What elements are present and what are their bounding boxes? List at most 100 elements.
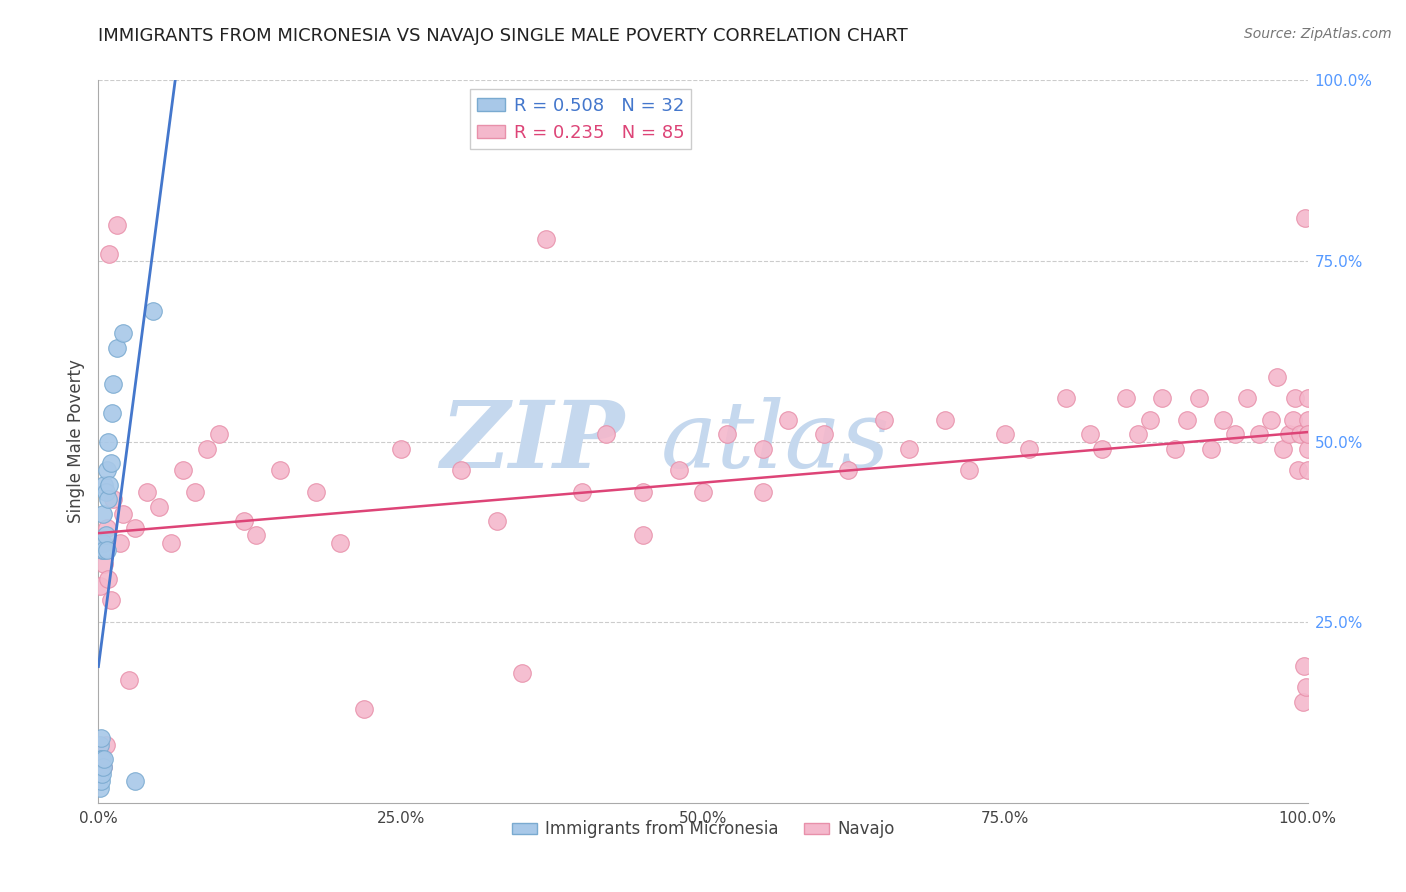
Point	[1296, 427, 1319, 442]
Point	[957, 463, 980, 477]
Point	[91, 767, 114, 781]
Point	[897, 442, 920, 456]
Point	[1282, 413, 1305, 427]
Point	[100, 456, 122, 470]
Point	[94, 485, 117, 500]
Point	[90, 774, 112, 789]
Point	[1260, 413, 1282, 427]
Point	[91, 535, 114, 549]
Point	[1091, 442, 1114, 456]
Legend: Immigrants from Micronesia, Navajo: Immigrants from Micronesia, Navajo	[505, 814, 901, 845]
Point	[97, 434, 120, 449]
Y-axis label: Single Male Poverty: Single Male Poverty	[66, 359, 84, 524]
Point	[1296, 391, 1319, 405]
Point	[89, 760, 111, 774]
Point	[96, 463, 118, 477]
Point	[1139, 413, 1161, 427]
Point	[135, 485, 157, 500]
Text: atlas: atlas	[661, 397, 890, 486]
Point	[269, 463, 291, 477]
Point	[90, 752, 112, 766]
Point	[1018, 442, 1040, 456]
Point	[1163, 442, 1185, 456]
Point	[1249, 427, 1271, 442]
Point	[93, 558, 115, 572]
Point	[631, 528, 654, 542]
Point	[1294, 211, 1316, 225]
Point	[91, 760, 114, 774]
Point	[98, 246, 121, 260]
Point	[1284, 391, 1306, 405]
Point	[96, 542, 118, 557]
Text: IMMIGRANTS FROM MICRONESIA VS NAVAJO SINGLE MALE POVERTY CORRELATION CHART: IMMIGRANTS FROM MICRONESIA VS NAVAJO SIN…	[98, 27, 908, 45]
Point	[1223, 427, 1246, 442]
Point	[184, 485, 207, 500]
Point	[837, 463, 859, 477]
Point	[160, 535, 183, 549]
Point	[1212, 413, 1234, 427]
Point	[1296, 427, 1319, 442]
Point	[91, 535, 114, 549]
Point	[89, 781, 111, 796]
Point	[96, 521, 118, 535]
Point	[1054, 391, 1077, 405]
Point	[1286, 463, 1309, 477]
Point	[353, 702, 375, 716]
Point	[329, 535, 352, 549]
Point	[93, 478, 115, 492]
Point	[752, 485, 775, 500]
Point	[89, 752, 111, 766]
Point	[1292, 695, 1315, 709]
Point	[631, 485, 654, 500]
Point	[232, 514, 254, 528]
Point	[1236, 391, 1258, 405]
Text: ZIP: ZIP	[440, 397, 624, 486]
Point	[108, 535, 131, 549]
Point	[100, 406, 122, 420]
Point	[776, 413, 799, 427]
Point	[148, 500, 170, 514]
Point	[534, 232, 557, 246]
Point	[668, 463, 690, 477]
Point	[934, 413, 956, 427]
Point	[450, 463, 472, 477]
Point	[105, 218, 128, 232]
Point	[1278, 427, 1301, 442]
Point	[1296, 413, 1319, 427]
Point	[510, 665, 533, 680]
Text: Source: ZipAtlas.com: Source: ZipAtlas.com	[1244, 27, 1392, 41]
Point	[142, 304, 165, 318]
Point	[89, 767, 111, 781]
Point	[97, 572, 120, 586]
Point	[208, 427, 231, 442]
Point	[111, 326, 134, 340]
Point	[1078, 427, 1101, 442]
Point	[91, 542, 114, 557]
Point	[1152, 391, 1174, 405]
Point	[245, 528, 267, 542]
Point	[1128, 427, 1150, 442]
Point	[97, 492, 120, 507]
Point	[94, 738, 117, 752]
Point	[105, 341, 128, 355]
Point	[91, 760, 114, 774]
Point	[752, 442, 775, 456]
Point	[1296, 463, 1319, 477]
Point	[91, 507, 114, 521]
Point	[389, 442, 412, 456]
Point	[195, 442, 218, 456]
Point	[1115, 391, 1137, 405]
Point	[101, 492, 124, 507]
Point	[101, 376, 124, 391]
Point	[90, 745, 112, 759]
Point	[91, 752, 114, 766]
Point	[89, 579, 111, 593]
Point	[89, 738, 111, 752]
Point	[873, 413, 896, 427]
Point	[1296, 442, 1319, 456]
Point	[595, 427, 617, 442]
Point	[716, 427, 738, 442]
Point	[90, 731, 112, 745]
Point	[1272, 442, 1295, 456]
Point	[1295, 680, 1317, 694]
